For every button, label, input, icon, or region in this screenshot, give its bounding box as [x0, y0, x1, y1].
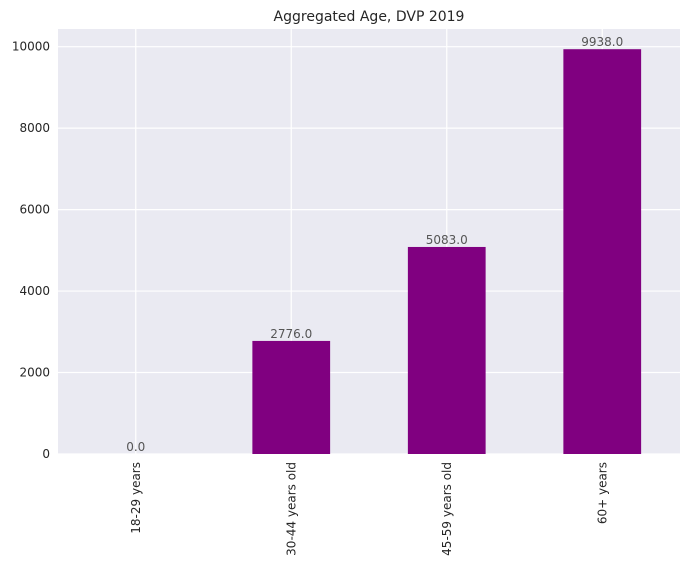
data-label: 9938.0 [581, 35, 623, 49]
y-axis-ticks: 0 2000 4000 6000 8000 10000 [12, 40, 50, 461]
bar [252, 340, 331, 454]
x-axis-ticks: 18-29 years 30-44 years old 45-59 years ol… [129, 462, 610, 556]
y-tick-label: 6000 [19, 203, 50, 217]
y-tick-label: 10000 [12, 40, 50, 54]
data-label: 5083.0 [426, 233, 468, 247]
y-tick-label: 8000 [19, 121, 50, 135]
chart-title: Aggregated Age, DVP 2019 [274, 9, 465, 25]
bar [407, 246, 486, 454]
data-label: 2776.0 [270, 327, 312, 341]
y-tick-label: 0 [42, 447, 50, 461]
data-labels: 0.0 2776.0 5083.0 9938.0 [126, 35, 623, 454]
x-tick-label: 30-44 years old [284, 462, 298, 556]
y-tick-label: 2000 [19, 366, 50, 380]
x-tick-label: 45-59 years old [440, 462, 454, 556]
data-label: 0.0 [126, 440, 145, 454]
x-tick-label: 60+ years [595, 462, 609, 524]
bars [252, 49, 642, 454]
y-tick-label: 4000 [19, 284, 50, 298]
bar [563, 49, 642, 454]
x-tick-label: 18-29 years [129, 462, 143, 534]
